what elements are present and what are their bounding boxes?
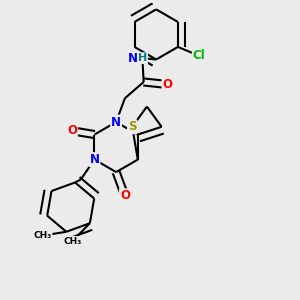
Text: O: O — [67, 124, 77, 137]
Text: CH₃: CH₃ — [63, 237, 82, 246]
Text: H: H — [138, 53, 147, 63]
Text: Cl: Cl — [193, 49, 206, 62]
Text: N: N — [89, 153, 100, 166]
Text: N: N — [111, 116, 121, 128]
Text: CH₃: CH₃ — [33, 231, 52, 240]
Text: S: S — [128, 120, 136, 133]
Text: N: N — [128, 52, 138, 65]
Text: O: O — [120, 189, 130, 203]
Text: O: O — [162, 78, 172, 91]
